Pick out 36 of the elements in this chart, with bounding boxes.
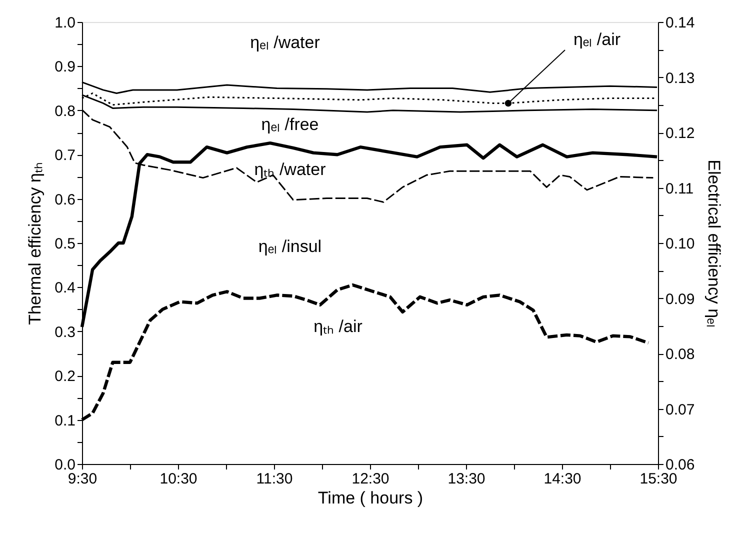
y-tick-label: 0.3 [54, 324, 76, 341]
y-tick-label: 0.4 [54, 280, 76, 297]
x-tick-label: 14:30 [544, 470, 582, 488]
y-tick-label: 0.8 [54, 102, 76, 120]
x-tick-label: 10:30 [160, 470, 198, 488]
text: ηₑₗ /insul [258, 237, 322, 256]
y-tick-label: 0.7 [54, 147, 76, 164]
x-axis-title: Time ( hours ) [318, 488, 424, 508]
y2-tick-label: 0.09 [666, 290, 695, 308]
series-label: ηₜₕ /air [314, 317, 363, 336]
y2-tick-label: 0.08 [666, 346, 695, 363]
series-label: ηₜₕ /water [254, 160, 326, 179]
text: ηₑₗ /air [573, 30, 621, 49]
y2-tick-label: 0.12 [666, 125, 695, 142]
text: ηₑₗ /water [250, 33, 320, 52]
x-tick-label: 9:30 [68, 470, 98, 488]
y-tick-label: 0.5 [54, 236, 76, 252]
y-tick-label: 0.9 [54, 58, 76, 76]
y-tick-label: 0.2 [54, 368, 76, 386]
y2-tick-label: 0.13 [666, 70, 695, 87]
x-tick-label: 13:30 [448, 470, 486, 488]
x-tick-label: 15:30 [640, 470, 678, 488]
series-label: ηₑₗ /free [261, 115, 319, 134]
y-tick-label: 0.0 [54, 456, 76, 474]
y-axis-title: Thermal efficiency ηₜₕ [26, 162, 45, 325]
y2-axis-title: Electrical efficiency ηₑₗ [704, 160, 724, 328]
x-tick-label: 11:30 [256, 470, 293, 488]
y-tick-label: 0.6 [54, 191, 76, 208]
y-tick-label: 0.1 [54, 412, 76, 430]
y2-tick-label: 0.11 [666, 180, 694, 198]
y2-tick-label: 0.06 [666, 456, 695, 474]
y2-tick-label: 0.14 [666, 14, 695, 32]
y-tick-label: 1.0 [54, 14, 76, 32]
y2-tick-label: 0.07 [666, 401, 695, 418]
y2-tick-label: 0.10 [666, 236, 695, 252]
x-tick-label: 12:30 [352, 470, 390, 488]
